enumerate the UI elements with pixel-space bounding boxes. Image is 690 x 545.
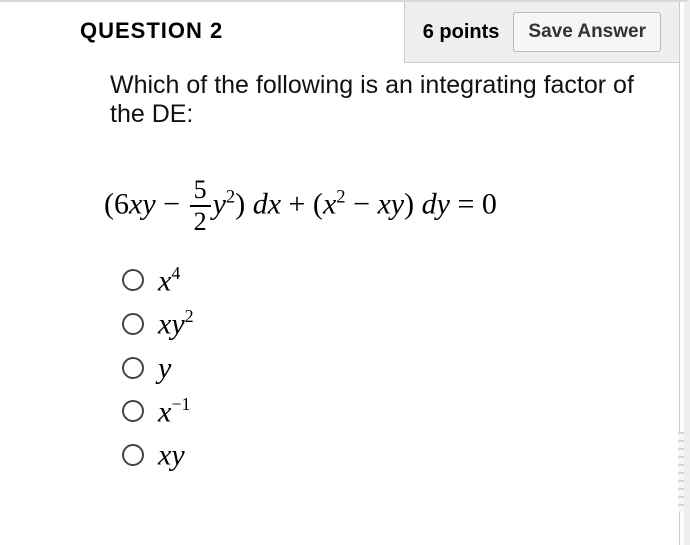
option-3[interactable]: y: [122, 350, 639, 386]
opt-base: x: [158, 264, 171, 297]
radio-icon[interactable]: [122, 357, 144, 379]
question-body: Which of the following is an integrating…: [0, 63, 679, 473]
opt-exp: 4: [171, 263, 180, 283]
option-label: y: [158, 350, 171, 386]
opt-base: xy: [158, 439, 185, 472]
opt-exp: −1: [171, 394, 190, 414]
opt-base: x: [158, 395, 171, 428]
eq-y-exp: 2: [226, 186, 235, 207]
opt-exp: 2: [185, 306, 194, 326]
option-1[interactable]: x4: [122, 263, 639, 299]
radio-icon[interactable]: [122, 313, 144, 335]
eq-x-exp: 2: [336, 186, 345, 207]
option-label: x−1: [158, 394, 190, 430]
question-panel: QUESTION 2 6 points Save Answer Which of…: [0, 0, 690, 545]
points-label: 6 points: [423, 21, 500, 44]
question-stem: Which of the following is an integrating…: [110, 71, 639, 129]
eq-plus: + (: [281, 187, 323, 220]
eq-fraction: 52: [190, 177, 211, 235]
equation: (6xy − 52y2) dx + (x2 − xy) dy = 0: [104, 177, 639, 235]
eq-xy: xy: [129, 187, 156, 220]
options-group: x4 xy2 y x−1 xy: [122, 263, 639, 473]
question-inner: QUESTION 2 6 points Save Answer Which of…: [0, 2, 680, 545]
eq-dy: dy: [422, 187, 450, 220]
option-2[interactable]: xy2: [122, 306, 639, 342]
option-label: x4: [158, 263, 180, 299]
eq-close1: ): [235, 187, 253, 220]
option-label: xy: [158, 437, 185, 473]
option-5[interactable]: xy: [122, 437, 639, 473]
eq-x: x: [323, 187, 336, 220]
radio-icon[interactable]: [122, 400, 144, 422]
option-label: xy2: [158, 306, 194, 342]
eq-frac-num: 5: [190, 177, 211, 207]
eq-y: y: [213, 187, 226, 220]
eq-close2: ): [404, 187, 422, 220]
question-title: QUESTION 2: [0, 2, 404, 63]
eq-frac-den: 2: [190, 207, 211, 235]
eq-xy2: xy: [377, 187, 404, 220]
eq-minus1: −: [156, 187, 188, 220]
opt-base: y: [158, 352, 171, 385]
scrollbar-hint: [678, 432, 684, 512]
radio-icon[interactable]: [122, 444, 144, 466]
eq-equals: = 0: [450, 187, 497, 220]
radio-icon[interactable]: [122, 269, 144, 291]
option-4[interactable]: x−1: [122, 394, 639, 430]
header-controls: 6 points Save Answer: [404, 2, 679, 63]
save-answer-button[interactable]: Save Answer: [513, 12, 661, 52]
eq-dx: dx: [253, 187, 281, 220]
eq-open: (6: [104, 187, 129, 220]
question-header: QUESTION 2 6 points Save Answer: [0, 2, 679, 63]
opt-base: xy: [158, 308, 185, 341]
eq-minus2: −: [346, 187, 378, 220]
